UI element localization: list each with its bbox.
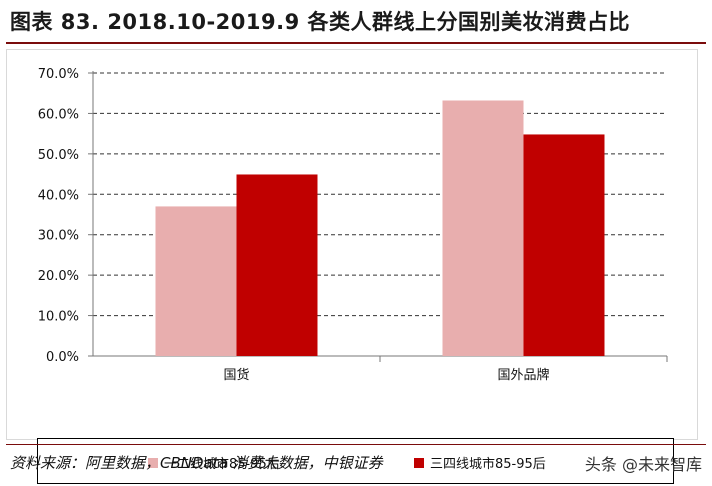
legend-item-series-1: 一二线城市85-95后: [148, 453, 280, 472]
bar-2-2: [523, 134, 605, 356]
legend-item-series-2: 三四线城市85-95后: [414, 453, 546, 472]
figure-title: 图表 83. 2018.10-2019.9 各类人群线上分国别美妆消费占比: [10, 10, 631, 34]
y-tick-label: 20.0%: [38, 269, 79, 284]
bar-2-1: [236, 174, 318, 356]
bar-1-2: [442, 100, 524, 356]
y-tick-label: 50.0%: [38, 148, 79, 163]
y-tick-label: 60.0%: [38, 107, 79, 122]
y-tick-label: 40.0%: [38, 188, 79, 203]
legend-swatch-series-1: [148, 457, 158, 468]
y-tick-label: 10.0%: [38, 310, 79, 325]
watermark: 头条 @未来智库: [584, 455, 702, 474]
x-tick-label: 国外品牌: [497, 367, 549, 383]
y-tick-label: 0.0%: [46, 350, 79, 365]
chart-legend: 一二线城市85-95后 三四线城市85-95后: [37, 438, 674, 484]
y-tick-label: 70.0%: [38, 67, 79, 82]
chart-frame: 0.0% 10.0% 20.0% 30.0% 40.0% 50.0% 60.0% 70.0% 国…: [6, 49, 698, 484]
legend-label-series-2: 三四线城市85-95后: [430, 457, 546, 472]
legend-swatch-series-2: [414, 457, 424, 468]
source-note: 资料来源：阿里数据，CBNData 消费大数据，中银证券: [10, 454, 383, 472]
bar-1-1: [155, 206, 237, 356]
source-divider: [6, 444, 706, 445]
title-divider: [6, 42, 706, 44]
bar-chart: 0.0% 10.0% 20.0% 30.0% 40.0% 50.0% 60.0% 70.0% 国…: [38, 67, 668, 383]
legend-label-series-1: 一二线城市85-95后: [164, 457, 280, 472]
y-tick-label: 30.0%: [38, 229, 79, 244]
x-tick-label: 国货: [223, 367, 249, 383]
